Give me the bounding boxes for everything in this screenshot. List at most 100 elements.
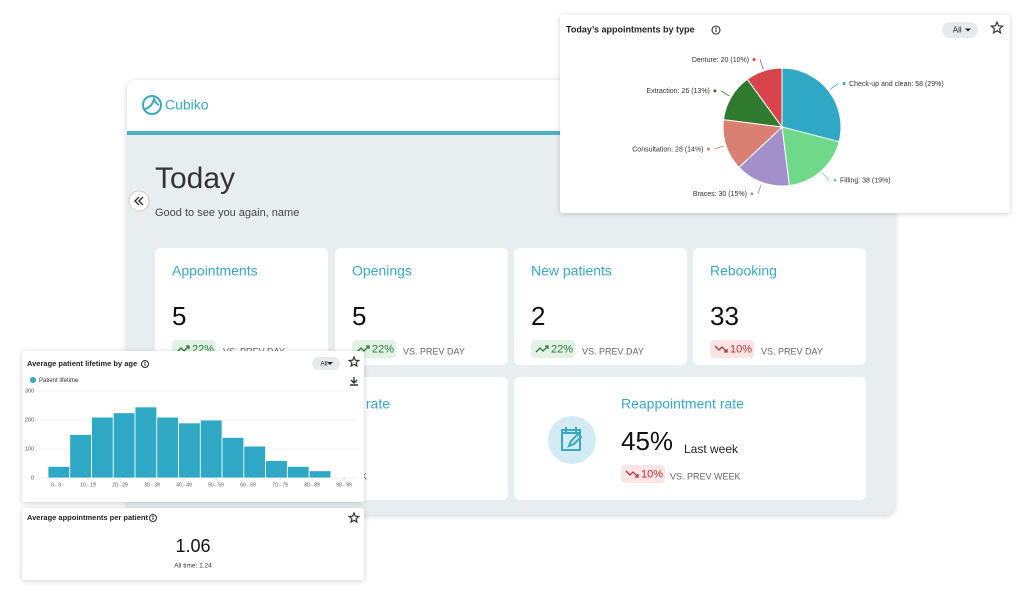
info-icon-dot: [152, 515, 154, 518]
star-icon[interactable]: [347, 355, 361, 368]
logo-text: Cubiko: [165, 97, 209, 113]
info-icon: [148, 513, 158, 523]
slice-label: Consultation: 28 (14%): [632, 146, 703, 153]
histogram-bar: [178, 422, 201, 479]
header-divider: [127, 131, 895, 135]
filter-label: All: [320, 361, 328, 368]
leader-line: [822, 172, 830, 181]
slice-label: Extraction: 26 (13%): [646, 88, 709, 95]
label-dot: [842, 81, 846, 85]
leader-line: [829, 83, 839, 90]
y-tick-label: 100: [25, 446, 34, 452]
legend-swatch: [30, 377, 36, 383]
pie-slice: [738, 125, 790, 187]
metric-card: [155, 248, 328, 365]
histogram-bar: [69, 434, 92, 479]
change-badge: [621, 465, 665, 483]
histogram-bar: [308, 470, 332, 479]
calendar-icon: [561, 427, 583, 451]
leader-line: [759, 59, 764, 70]
x-tick-label: 70 - 79: [272, 482, 288, 488]
info-icon: [140, 359, 150, 369]
chart-title: Average patient lifetime by age: [27, 359, 137, 368]
label-dot: [750, 192, 754, 196]
trend-arrow: [356, 345, 370, 353]
change-badge: [710, 340, 754, 358]
y-tick-label: 0: [31, 475, 34, 481]
info-icon: [711, 25, 721, 35]
histogram-bar: [134, 406, 158, 479]
label-dot: [706, 147, 710, 151]
collapse-chevrons: [134, 196, 144, 206]
x-tick-label: 10 - 19: [80, 482, 96, 488]
trend-arrow: [714, 345, 728, 353]
x-tick-label: 50 - 59: [208, 482, 224, 488]
info-icon-dot: [715, 27, 717, 30]
leader-line: [714, 145, 725, 150]
slice-label: Check-up and clean: 58 (29%): [849, 81, 944, 88]
legend-label: Patient lifetime: [39, 378, 79, 384]
x-tick-label: 0 - 9: [51, 482, 61, 488]
label-dot: [752, 57, 756, 61]
histogram-bar: [199, 419, 223, 479]
histogram-bar: [91, 416, 114, 479]
histogram-bar: [112, 412, 136, 479]
x-tick-label: 30 - 39: [144, 482, 160, 488]
card-value: 45%: [621, 426, 673, 456]
card-value: 33: [710, 301, 739, 331]
change-value: 10%: [641, 468, 663, 480]
x-tick-label: 40 - 49: [176, 482, 192, 488]
star-icon[interactable]: [989, 20, 1005, 35]
histogram-bar: [286, 465, 310, 479]
trend-arrow: [535, 345, 549, 353]
card-title: Rebooking: [710, 263, 777, 279]
card-compare: VS. PREV WEEK: [670, 471, 741, 481]
card-period: Last week: [684, 442, 739, 456]
slice-label: Filling: 38 (19%): [840, 178, 891, 185]
leader-line: [757, 184, 762, 194]
card-title: New patients: [531, 263, 612, 279]
slice-label: Braces: 30 (15%): [693, 191, 747, 198]
card-title: Openings: [352, 263, 412, 279]
label-dot: [713, 89, 717, 93]
card-compare: VS. PREV DAY: [582, 346, 644, 356]
summary-note: All time: 1.24: [174, 563, 212, 570]
x-tick-label: 90 - 99: [336, 482, 352, 488]
metric-card: [514, 377, 866, 500]
card-title: Appointments: [172, 263, 258, 279]
x-tick-label: 20 - 29: [112, 482, 128, 488]
change-value: 10%: [730, 343, 752, 355]
summary-card: [22, 508, 364, 580]
trend-arrow: [176, 345, 190, 353]
x-tick-label: 80 - 89: [304, 482, 320, 488]
info-icon-dot: [144, 361, 146, 364]
change-badge: [531, 340, 575, 358]
metric-card: [693, 248, 866, 365]
metric-card: [514, 248, 687, 365]
card-compare: VS. PREV DAY: [403, 346, 465, 356]
summary-title: Average appointments per patient: [27, 513, 148, 522]
change-value: 22%: [372, 343, 394, 355]
pie-slice: [746, 67, 783, 129]
metric-card: [335, 248, 508, 365]
card-compare: VS. PREV DAY: [761, 346, 823, 356]
y-tick-label: 200: [25, 417, 34, 423]
star-icon[interactable]: [347, 511, 361, 524]
download-icon[interactable]: [350, 377, 358, 386]
dropdown-caret: [965, 28, 971, 32]
dropdown-caret: [327, 362, 333, 365]
pie-slice: [722, 119, 784, 169]
slice-label: Denture: 20 (10%): [692, 57, 749, 64]
histogram-bar: [265, 460, 288, 479]
label-dot: [833, 178, 837, 182]
logo-icon: [142, 95, 162, 115]
y-tick-label: 300: [25, 388, 34, 394]
histogram-bar: [156, 416, 179, 479]
card-value: 5: [172, 301, 186, 331]
filter-dropdown[interactable]: [942, 22, 978, 38]
change-value: 22%: [551, 343, 573, 355]
card-value: 5: [352, 301, 366, 331]
filter-dropdown[interactable]: [312, 357, 340, 370]
histogram-bar: [47, 465, 71, 479]
logo-icon-wave: [144, 95, 160, 110]
